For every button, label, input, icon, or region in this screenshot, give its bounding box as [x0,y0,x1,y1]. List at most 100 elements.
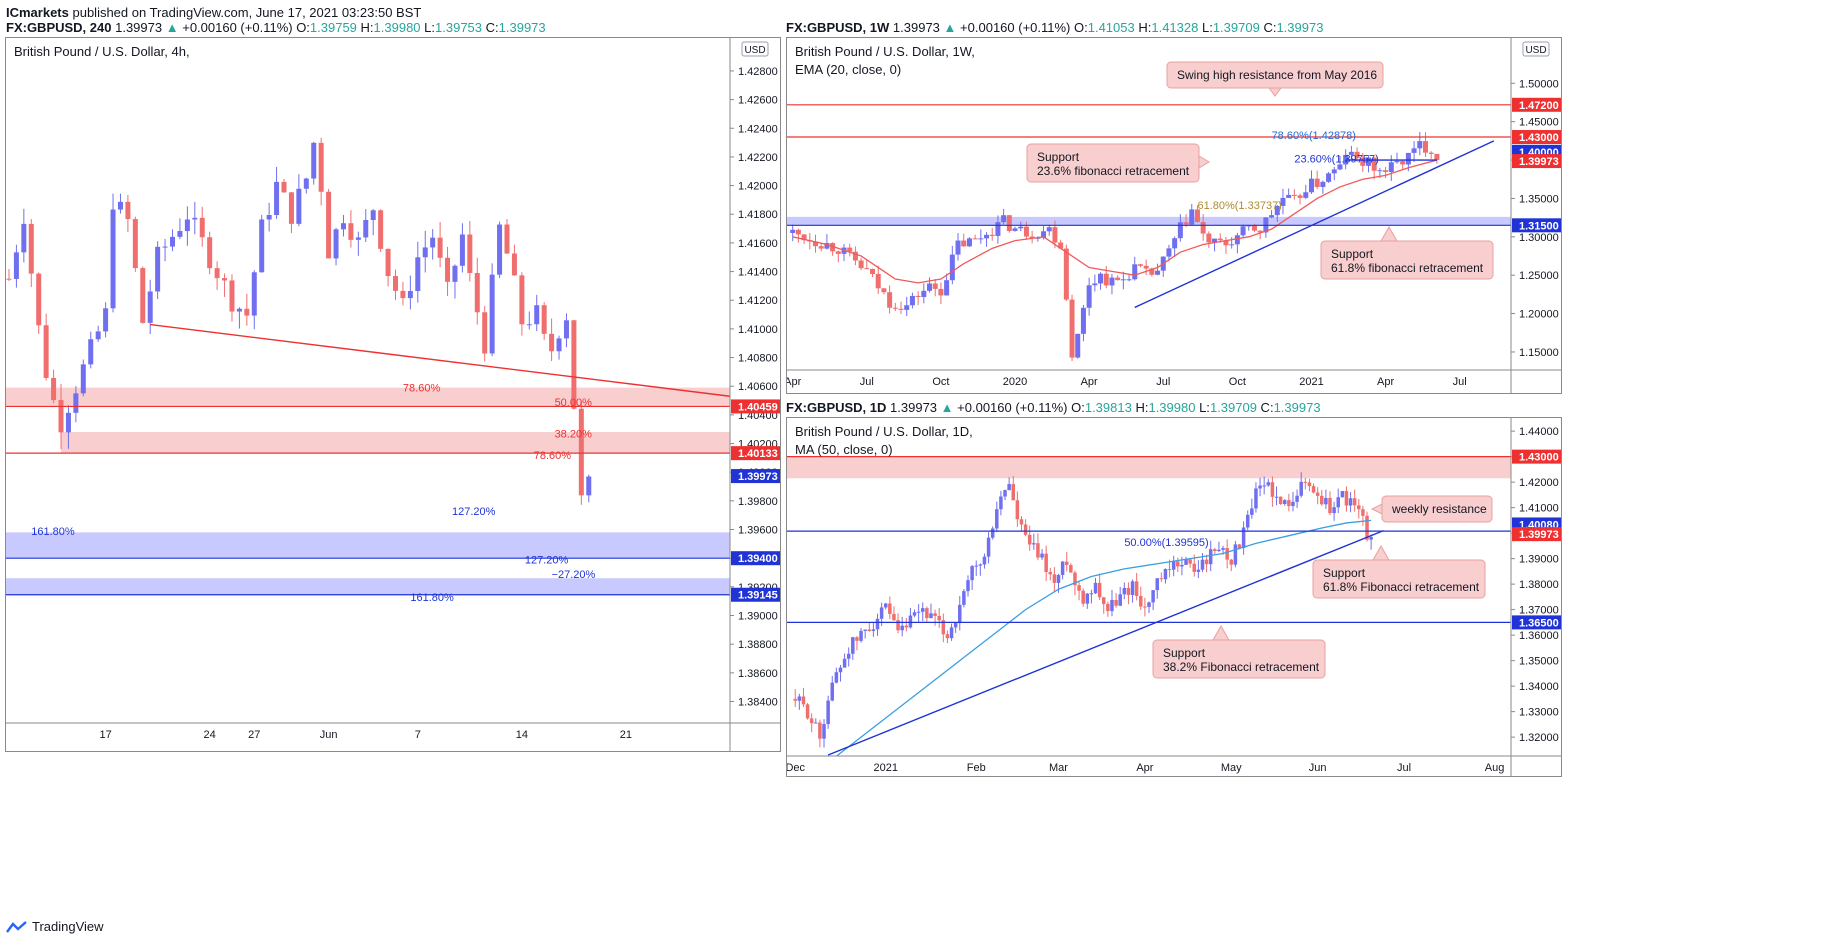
candle-body [1314,178,1320,187]
candle-body [1251,225,1257,231]
candle-body [1052,574,1057,583]
candle-body [437,237,443,258]
x-tick-label: 7 [415,729,421,741]
candle-body [445,257,451,282]
annotation-pointer [1380,225,1398,242]
candle-body [1073,572,1077,586]
candle-body [912,612,917,616]
price-change: +0.00160 (+0.11%) [960,20,1071,35]
candle-body [932,283,938,289]
candle-body [274,181,280,215]
candle-body [1069,565,1073,573]
chart-panel-4h[interactable]: 78.60% 50.00% 38.20% 78.60% 127.20% 161.80% 12… [5,37,781,752]
x-tick-label: Oct [1229,376,1246,388]
annotation-text: weekly resistance [1391,502,1487,516]
chart-panel-1w[interactable]: 78.60%(1.42878) 23.60%(1.39757) 61.80%(1.3… [786,37,1562,394]
up-arrow-icon: ▲ [943,20,957,35]
annotation-text: 38.2% Fibonacci retracement [1163,660,1320,674]
currency-badge-label: USD [744,45,765,56]
candle-body [1332,507,1336,514]
candle-body [830,243,836,252]
candle-body [1324,497,1328,505]
price-tag-label: 1.40459 [738,401,778,413]
candle-body [1299,481,1303,496]
candle-body [1266,482,1271,486]
candle-body [177,231,183,237]
candle-body [482,312,488,354]
candle-body [1240,226,1246,236]
candle-body [1097,582,1102,598]
candle-body [1269,215,1275,218]
candle-body [1204,559,1209,565]
candle-body [333,229,339,259]
tradingview-footer[interactable]: TradingView [6,919,104,934]
chart-panel-1d[interactable]: 50.00%(1.39595) Dec 2021 Feb Mar Apr May Jun Jul… [786,417,1562,777]
candle-body [1058,242,1064,249]
candle-body [326,191,332,259]
candle-body [881,288,887,293]
candle-body [1130,581,1135,595]
candle-body [995,509,999,529]
y-tick-label: 1.39000 [1519,554,1559,566]
candle-body [925,608,929,619]
candle-body [1297,195,1303,198]
candle-body [953,622,958,628]
ema-line [792,159,1438,284]
candle-body [1089,593,1094,595]
y-tick-label: 1.41400 [738,267,778,279]
candle-body [961,240,967,247]
candle-body [898,308,904,310]
candle-body [1388,162,1394,172]
candle-body [809,718,814,724]
candle-body [867,629,872,632]
candle-body [896,620,900,631]
candle-body [1311,486,1316,493]
candle-body [1383,170,1389,172]
x-tick-label: Jul [1397,762,1411,774]
fib-label: 161.80% [410,592,454,604]
published-text: published on TradingView.com, June 17, 2… [68,5,422,20]
candle-body [13,252,19,279]
chart-canvas-1d[interactable]: 50.00%(1.39595) Dec 2021 Feb Mar Apr May Jun Jul… [787,418,1562,777]
candle-body [1354,151,1360,159]
price-zone [6,532,730,559]
chart-canvas-4h[interactable]: 78.60% 50.00% 38.20% 78.60% 127.20% 161.80% 12… [6,38,781,752]
candle-body [1103,273,1109,286]
candle-body [214,268,220,279]
candle-body [489,274,495,354]
candle-body [846,653,851,659]
high-value: 1.39980 [1148,400,1196,415]
candle-body [155,246,161,292]
price-tag-bg [731,587,780,602]
candle-body [184,219,190,232]
chart-canvas-1w[interactable]: 78.60%(1.42878) 23.60%(1.39757) 61.80%(1.3… [787,38,1562,394]
candle-body [892,613,896,621]
candle-body [879,607,884,619]
candle-body [1029,236,1035,239]
candle-body [847,247,853,252]
candle-body [1172,238,1178,249]
candle-body [147,291,153,323]
fib-label: 127.20% [525,555,569,567]
high-value: 1.39980 [373,20,421,35]
candle-body [904,625,909,628]
price-zone [6,387,730,407]
candle-body [1233,544,1238,565]
candle-body [1371,157,1377,171]
candle-body [1213,549,1217,552]
candle-body [851,637,855,654]
y-tick-label: 1.15000 [1519,347,1559,359]
chart-title: British Pound / U.S. Dollar, 1D, [795,424,973,439]
candle-body [192,217,198,220]
x-tick-label: 27 [248,729,260,741]
candle-body [830,682,834,701]
candle-body [400,290,406,299]
candle-body [888,603,892,614]
fib-label: 161.80% [31,526,75,538]
candle-body [1250,508,1254,515]
candle-body [1023,524,1028,535]
candle-body [955,240,961,255]
fib-label: 78.60% [534,450,572,462]
candle-body [1176,561,1180,567]
candle-body [916,611,921,613]
